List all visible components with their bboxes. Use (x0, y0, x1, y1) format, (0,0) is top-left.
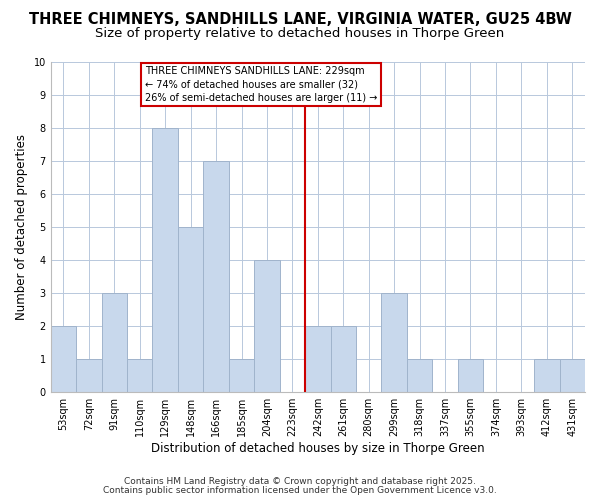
Text: Contains HM Land Registry data © Crown copyright and database right 2025.: Contains HM Land Registry data © Crown c… (124, 477, 476, 486)
Bar (50, 326, 76, 392)
Bar (382, 293, 407, 392)
Bar (560, 359, 585, 392)
Bar (331, 326, 356, 392)
Bar (152, 128, 178, 392)
Text: THREE CHIMNEYS, SANDHILLS LANE, VIRGINIA WATER, GU25 4BW: THREE CHIMNEYS, SANDHILLS LANE, VIRGINIA… (29, 12, 571, 28)
X-axis label: Distribution of detached houses by size in Thorpe Green: Distribution of detached houses by size … (151, 442, 485, 455)
Y-axis label: Number of detached properties: Number of detached properties (15, 134, 28, 320)
Bar (127, 359, 152, 392)
Bar (458, 359, 483, 392)
Bar (178, 227, 203, 392)
Bar (407, 359, 433, 392)
Bar (534, 359, 560, 392)
Bar (76, 359, 101, 392)
Bar (229, 359, 254, 392)
Bar (101, 293, 127, 392)
Bar (254, 260, 280, 392)
Text: THREE CHIMNEYS SANDHILLS LANE: 229sqm
← 74% of detached houses are smaller (32)
: THREE CHIMNEYS SANDHILLS LANE: 229sqm ← … (145, 66, 377, 103)
Bar (305, 326, 331, 392)
Bar (203, 160, 229, 392)
Text: Size of property relative to detached houses in Thorpe Green: Size of property relative to detached ho… (95, 28, 505, 40)
Text: Contains public sector information licensed under the Open Government Licence v3: Contains public sector information licen… (103, 486, 497, 495)
